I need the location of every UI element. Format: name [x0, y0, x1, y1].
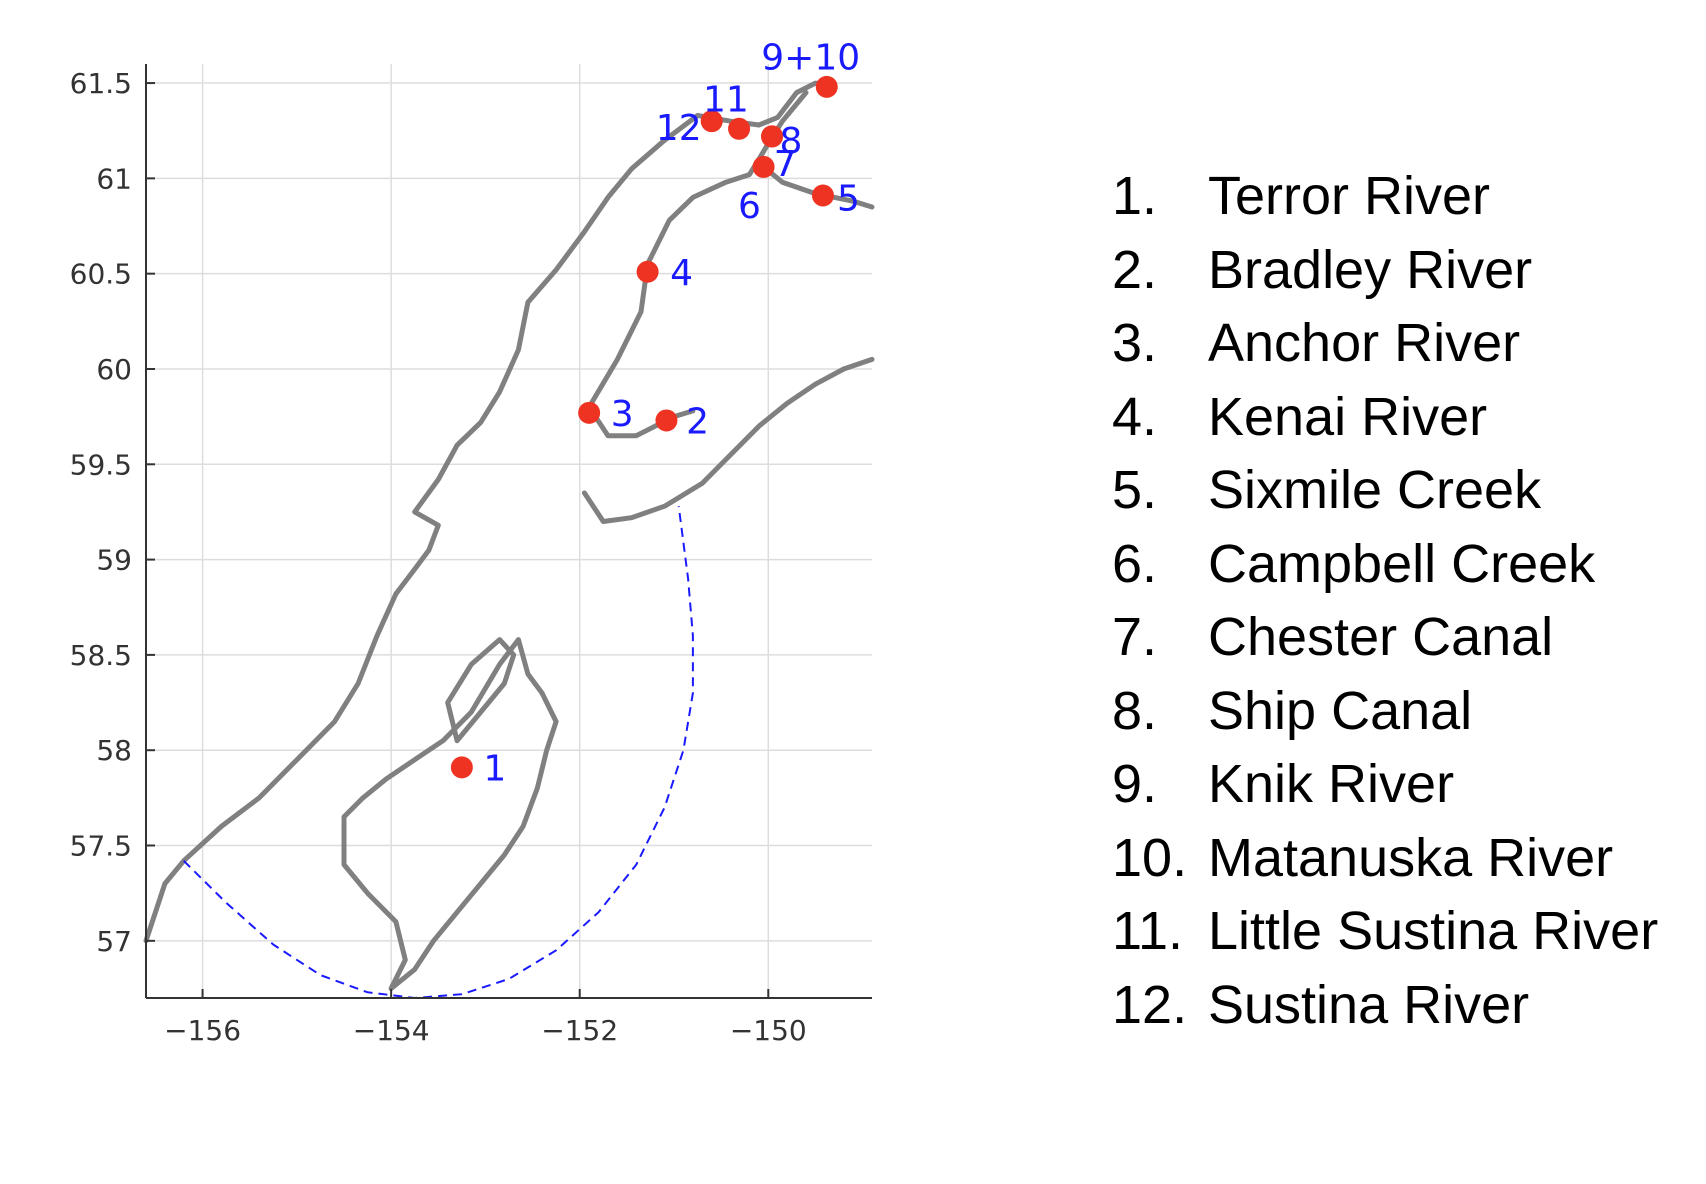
legend-item-name: Sustina River	[1208, 974, 1530, 1035]
x-tick-label: −152	[541, 1014, 618, 1047]
legend-item-number: 9.	[1112, 754, 1158, 814]
site-marker-3	[578, 401, 601, 424]
site-marker-12	[700, 110, 723, 133]
legend-item-number: 8.	[1112, 680, 1158, 741]
site-label-3: 3	[611, 394, 634, 435]
river-legend: 1. Terror River 2. Bradley River 3. Anchor Ri…	[1112, 160, 1658, 1042]
site-label-6: 6	[738, 186, 761, 227]
site-label-7: 7	[774, 144, 797, 185]
site-markers	[450, 75, 838, 779]
open-boundary-line	[182, 506, 694, 1000]
legend-item-name: Terror River	[1208, 166, 1491, 226]
site-marker-8	[761, 125, 784, 148]
legend-item-name: Bradley River	[1208, 239, 1533, 300]
legend-item-name: Chester Canal	[1208, 607, 1554, 667]
legend-item-number: 1.	[1112, 166, 1158, 226]
legend-item-name: Anchor River	[1208, 313, 1521, 373]
legend-item-name: Ship Canal	[1208, 680, 1473, 741]
legend-item-number: 4.	[1112, 386, 1158, 447]
legend-item-name: Kenai River	[1208, 386, 1488, 447]
legend-item: 4. Kenai River	[1112, 381, 1658, 455]
legend-item-name: Little Sustina River	[1208, 901, 1659, 961]
legend-item: 10. Matanuska River	[1112, 822, 1658, 896]
legend-item-number: 5.	[1112, 460, 1158, 520]
y-tick-label: 61.5	[70, 67, 132, 100]
coastline-afognak-island	[445, 637, 517, 744]
site-marker-9+10	[815, 75, 838, 98]
site-marker-6	[752, 155, 775, 178]
legend-item: 5. Sixmile Creek	[1112, 454, 1658, 528]
legend-item: 7. Chester Canal	[1112, 601, 1658, 675]
site-marker-2	[655, 409, 678, 432]
coastline-kodiak-island	[341, 637, 559, 991]
y-tick-label: 60.5	[70, 258, 132, 291]
y-tick-label: 58.5	[70, 639, 132, 672]
site-label-4: 4	[670, 253, 693, 294]
legend-item: 8. Ship Canal	[1112, 675, 1658, 749]
site-label-5: 5	[837, 178, 860, 219]
site-label-8: 8	[779, 121, 802, 162]
legend-item-number: 6.	[1112, 533, 1158, 594]
legend-item: 9. Knik River	[1112, 748, 1658, 822]
y-tick-label: 58	[96, 734, 132, 767]
legend-item-name: Knik River	[1208, 754, 1455, 814]
axes: −156 −154 −152 −150 57 57.5 58 58.5 59 59.5 60 60.5…	[70, 64, 872, 1047]
legend-item: 2. Bradley River	[1112, 234, 1658, 308]
site-marker-11	[728, 117, 751, 140]
x-tick-label: −156	[164, 1014, 241, 1047]
site-label-9-10: 9+10	[761, 37, 860, 78]
x-tick-label: −154	[353, 1014, 430, 1047]
legend-item-number: 12.	[1112, 974, 1188, 1035]
legend-item-name: Sixmile Creek	[1208, 460, 1542, 520]
y-tick-label: 60	[96, 353, 132, 386]
domain-boundary	[182, 506, 694, 1000]
site-marker-1	[450, 756, 473, 779]
legend-item-number: 3.	[1112, 313, 1158, 373]
site-label-1: 1	[483, 748, 506, 789]
legend-item-number: 2.	[1112, 239, 1158, 300]
legend-item-number: 11.	[1112, 901, 1184, 961]
legend-item: 1. Terror River	[1112, 160, 1658, 234]
legend-item-number: 7.	[1112, 607, 1158, 667]
legend-item: 3. Anchor River	[1112, 307, 1658, 381]
y-tick-label: 57.5	[70, 830, 132, 863]
site-label-12: 12	[656, 108, 702, 149]
site-marker-4	[636, 260, 659, 283]
site-label-2: 2	[686, 401, 709, 442]
coastline-kenai-west	[586, 90, 809, 439]
legend-item-name: Matanuska River	[1208, 827, 1614, 888]
legend-item-number: 10.	[1112, 827, 1188, 888]
y-tick-label: 59.5	[70, 448, 132, 481]
map-chart: −156 −154 −152 −150 57 57.5 58 58.5 59 59.5 60 60.5…	[70, 37, 875, 1047]
site-label-11: 11	[703, 79, 749, 120]
coastline-mainland	[143, 80, 837, 944]
grid-lines	[146, 64, 872, 998]
y-tick-label: 59	[96, 544, 132, 577]
coastline-layer	[143, 80, 875, 991]
legend-item: 12. Sustina River	[1112, 969, 1658, 1043]
y-tick-label: 61	[96, 162, 132, 195]
legend-item-name: Campbell Creek	[1208, 533, 1596, 594]
legend-item: 6. Campbell Creek	[1112, 528, 1658, 602]
site-marker-5	[811, 184, 834, 207]
x-tick-label: −150	[730, 1014, 807, 1047]
y-tick-label: 57	[96, 925, 132, 958]
legend-item: 11. Little Sustina River	[1112, 895, 1658, 969]
coastline-kenai-south	[581, 356, 875, 524]
